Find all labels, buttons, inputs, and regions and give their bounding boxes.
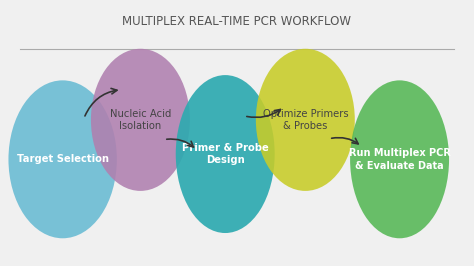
- Text: MULTIPLEX REAL-TIME PCR WORKFLOW: MULTIPLEX REAL-TIME PCR WORKFLOW: [122, 15, 352, 28]
- Text: Primer & Probe
Design: Primer & Probe Design: [182, 143, 269, 165]
- Ellipse shape: [9, 80, 117, 238]
- Ellipse shape: [350, 80, 449, 238]
- Ellipse shape: [256, 49, 355, 191]
- Ellipse shape: [91, 49, 190, 191]
- Text: Nucleic Acid
Isolation: Nucleic Acid Isolation: [109, 109, 171, 131]
- Text: Run Multiplex PCR
& Evaluate Data: Run Multiplex PCR & Evaluate Data: [349, 148, 450, 171]
- Text: Optimize Primers
& Probes: Optimize Primers & Probes: [263, 109, 348, 131]
- Ellipse shape: [176, 75, 275, 233]
- Text: Target Selection: Target Selection: [17, 154, 109, 164]
